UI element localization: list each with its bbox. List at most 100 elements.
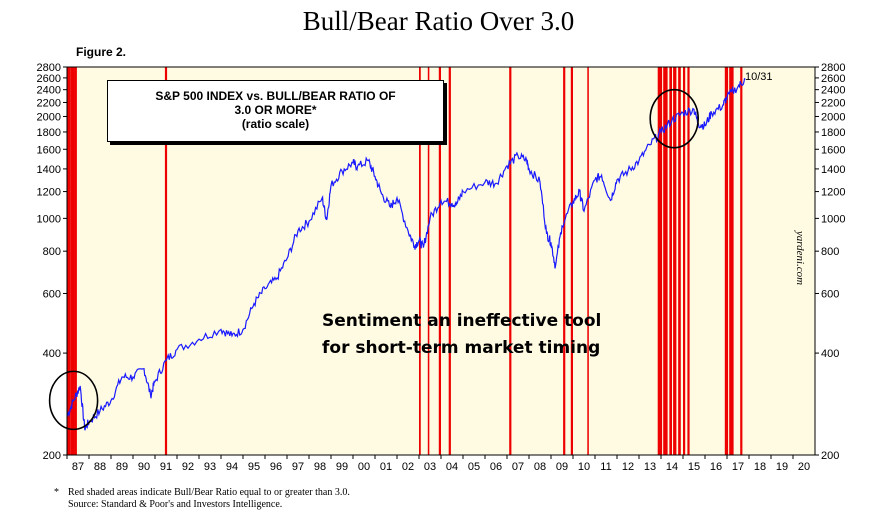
x-tick-label: 90	[138, 461, 150, 473]
x-tick-label: 19	[776, 461, 788, 473]
shaded-period	[419, 67, 421, 455]
y-tick-label: 2800	[37, 62, 61, 74]
x-tick-label: 96	[270, 461, 282, 473]
annotation-line-2: for short-term market timing	[322, 338, 601, 358]
shaded-period	[448, 67, 451, 455]
footnote-star: *	[54, 487, 59, 498]
shaded-period	[687, 67, 690, 455]
latest-date-label: 10/31	[745, 71, 773, 83]
y-tick-label: 600	[43, 288, 61, 300]
x-tick-label: 91	[160, 461, 172, 473]
x-tick-label: 92	[182, 461, 194, 473]
x-tick-label: 95	[248, 461, 260, 473]
highlight-circle	[48, 370, 99, 431]
shaded-period	[427, 67, 430, 455]
sp500-line	[66, 77, 746, 431]
y-tick-label: 2200	[37, 97, 61, 109]
watermark-text: yardeni.com	[794, 230, 806, 286]
x-tick-label: 93	[204, 461, 216, 473]
shaded-period	[587, 67, 589, 455]
x-tick-label: 89	[116, 461, 128, 473]
x-tick-label: 01	[380, 461, 392, 473]
x-tick-label: 06	[490, 461, 502, 473]
legend-line-3: (ratio scale)	[241, 117, 310, 131]
highlight-circles	[48, 88, 700, 431]
y-tick-label: 1400	[821, 164, 845, 176]
highlight-circle	[649, 88, 700, 149]
x-tick-label: 04	[446, 461, 458, 473]
annotation: Sentiment an ineffective tool for short-…	[322, 308, 601, 362]
y-tick-label: 400	[43, 348, 61, 360]
shaded-period	[729, 67, 734, 455]
x-tick-label: 15	[688, 461, 700, 473]
x-tick-label: 02	[402, 461, 414, 473]
y-tick-label: 2400	[821, 85, 845, 97]
footnote-line-1: Red shaded areas indicate Bull/Bear Rati…	[68, 487, 350, 498]
legend-box: S&P 500 INDEX vs. BULL/BEAR RATIO OF 3.0…	[107, 80, 444, 142]
y-tick-label: 1600	[821, 144, 845, 156]
y-tick-label: 600	[821, 288, 839, 300]
x-tick-label: 97	[292, 461, 304, 473]
footnote: * Red shaded areas indicate Bull/Bear Ra…	[54, 487, 350, 511]
x-tick-label: 09	[556, 461, 568, 473]
shaded-period	[70, 67, 75, 455]
shaded-period	[673, 67, 677, 455]
x-axis: 87 88 89 90 91 92 93 94 95 96 97 98 99 00 01 02 03 04 05 06…	[66, 455, 810, 473]
y-tick-label: 1000	[37, 213, 61, 225]
y-tick-label: 2400	[37, 85, 61, 97]
watermark: yardeni.com	[790, 222, 810, 302]
shaded-periods	[67, 67, 743, 455]
y-tick-label: 2000	[821, 111, 845, 123]
shaded-period	[438, 67, 441, 455]
x-tick-label: 94	[226, 461, 238, 473]
y-axis-left: 200 400 600 800 1000 1200 1400 1600 1800 2000 2200…	[37, 62, 67, 462]
x-tick-label: 16	[710, 461, 722, 473]
shaded-period	[683, 67, 686, 455]
x-tick-label: 88	[94, 461, 106, 473]
shaded-period	[509, 67, 512, 455]
y-tick-label: 200	[821, 450, 839, 462]
y-tick-label: 1400	[37, 164, 61, 176]
y-tick-label: 1800	[37, 127, 61, 139]
shaded-period	[164, 67, 168, 455]
x-tick-label: 17	[732, 461, 744, 473]
figure-label: Figure 2.	[76, 45, 127, 59]
y-tick-label: 1800	[821, 127, 845, 139]
shaded-period	[570, 67, 573, 455]
y-tick-label: 1600	[37, 144, 61, 156]
x-tick-label: 00	[358, 461, 370, 473]
y-tick-label: 1200	[821, 187, 845, 199]
legend-line-1: S&P 500 INDEX vs. BULL/BEAR RATIO OF	[155, 89, 396, 103]
shaded-period	[724, 67, 729, 455]
x-tick-label: 05	[468, 461, 480, 473]
y-tick-label: 2600	[37, 73, 61, 85]
x-tick-label: 87	[72, 461, 84, 473]
x-tick-label: 03	[424, 461, 436, 473]
annotation-line-1: Sentiment an ineffective tool	[322, 311, 602, 331]
shaded-period	[740, 67, 743, 455]
x-tick-label: 07	[512, 461, 524, 473]
x-tick-label: 18	[754, 461, 766, 473]
y-tick-label: 1000	[821, 213, 845, 225]
y-tick-label: 200	[43, 450, 61, 462]
shaded-period	[67, 67, 71, 455]
y-tick-label: 2800	[821, 62, 845, 74]
shaded-period	[74, 67, 77, 455]
shaded-period	[669, 67, 672, 455]
x-tick-label: 11	[600, 461, 611, 473]
y-tick-label: 2000	[37, 111, 61, 123]
x-tick-label: 12	[622, 461, 634, 473]
plot-frame	[66, 66, 816, 456]
y-tick-label: 2600	[821, 73, 845, 85]
page-title: Bull/Bear Ratio Over 3.0	[302, 6, 575, 36]
y-tick-label: 1200	[37, 187, 61, 199]
x-tick-label: 10	[578, 461, 590, 473]
x-tick-label: 20	[798, 461, 810, 473]
shaded-period	[563, 67, 566, 455]
shaded-period	[663, 67, 668, 455]
x-tick-label: 99	[336, 461, 348, 473]
y-tick-label: 800	[43, 246, 61, 258]
x-tick-label: 14	[666, 461, 678, 473]
y-tick-label: 400	[821, 348, 839, 360]
y-tick-label: 800	[821, 246, 839, 258]
